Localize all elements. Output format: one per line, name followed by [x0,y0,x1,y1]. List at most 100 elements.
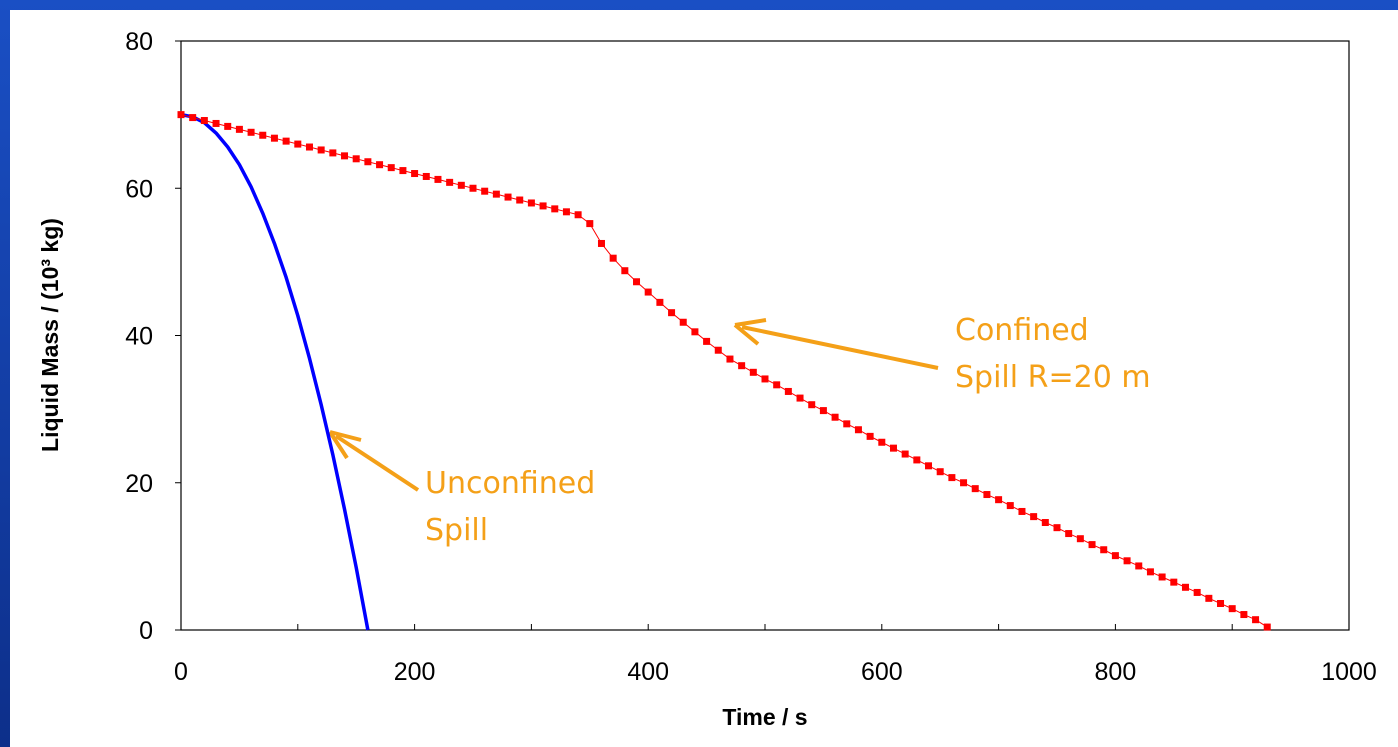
marker [714,346,722,354]
marker [901,450,909,458]
marker [422,172,430,180]
marker [983,491,991,499]
marker [481,187,489,195]
marker [387,164,395,172]
marker [796,394,804,402]
marker [913,456,921,464]
marker [609,254,617,262]
marker [738,362,746,370]
marker [294,140,302,148]
marker [761,375,769,383]
x-tick-label: 200 [394,658,436,686]
marker [960,479,968,487]
marker [854,426,862,434]
marker [1041,519,1049,527]
marker [574,211,582,219]
annotation-text: Confined [955,313,1089,348]
marker [235,125,243,133]
marker [364,158,372,166]
marker [551,205,559,213]
marker [1263,623,1271,631]
marker [562,208,570,216]
marker [726,355,734,363]
marker [1065,530,1073,538]
marker [189,114,197,122]
marker [516,196,524,204]
marker [270,134,278,142]
marker [889,444,897,452]
marker [1170,578,1178,586]
marker [200,117,208,125]
marker [282,137,290,145]
marker [1030,513,1038,521]
marker [329,149,337,157]
marker [866,432,874,440]
marker [703,337,711,345]
marker [434,175,442,183]
y-tick-label: 20 [125,470,153,498]
marker [1006,502,1014,510]
marker [341,152,349,160]
x-tick-label: 1000 [1321,658,1377,686]
annotation-text: Spill [425,513,488,548]
marker [971,485,979,493]
marker [621,267,629,275]
marker [399,167,407,175]
marker [1053,524,1061,532]
marker [177,111,185,119]
marker [539,202,547,210]
marker [1100,546,1108,554]
marker [633,278,641,286]
marker [843,420,851,428]
marker [668,309,676,317]
x-tick-label: 600 [861,658,903,686]
x-tick-label: 0 [174,658,188,686]
arrow-head [328,430,362,460]
marker [317,146,325,154]
marker [259,131,267,139]
arrow-shaft [741,325,939,370]
marker [305,143,313,151]
marker [691,328,699,336]
marker [376,161,384,169]
marker [457,181,465,189]
marker [925,462,933,470]
y-tick-label: 40 [125,323,153,351]
marker [1205,594,1213,602]
marker [527,199,535,207]
marker [948,474,956,482]
marker [469,184,477,192]
plot-frame [180,40,1350,631]
y-tick-label: 80 [125,28,153,56]
marker [224,122,232,130]
marker [1217,599,1225,607]
marker [1123,557,1131,565]
y-tick-label: 0 [139,617,153,645]
series-line [180,114,1268,628]
marker [808,401,816,409]
marker [936,468,944,476]
marker [773,381,781,389]
marker [1135,562,1143,570]
x-axis-label: Time / s [722,704,807,730]
x-tick-label: 400 [627,658,669,686]
marker [1158,573,1166,581]
marker [1252,616,1260,624]
arrow-shaft [334,434,420,492]
annotation-text: Spill R=20 m [955,360,1151,395]
marker [247,128,255,136]
annotation-arrows [328,318,939,492]
marker [352,155,360,163]
marker [1088,541,1096,549]
marker [1076,535,1084,543]
marker [749,368,757,376]
marker [1018,507,1026,515]
x-tick-label: 800 [1095,658,1137,686]
marker [446,178,454,186]
marker [679,318,687,326]
marker [784,387,792,395]
marker [1193,588,1201,596]
marker [831,413,839,421]
